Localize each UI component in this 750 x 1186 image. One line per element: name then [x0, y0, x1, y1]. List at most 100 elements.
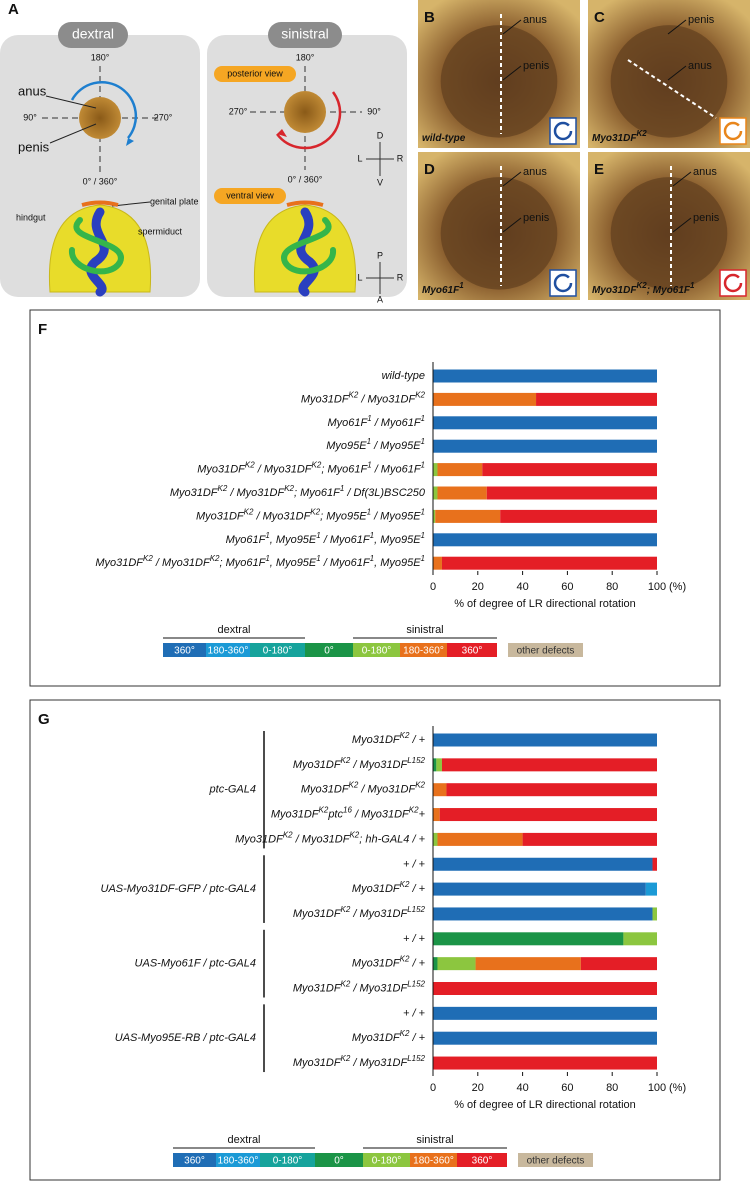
- view-label: ventral view: [226, 190, 274, 200]
- label: Myo61F1: [422, 281, 464, 296]
- icon-arc: [723, 121, 743, 141]
- bar-segment: [433, 982, 657, 995]
- angle-label: 180°: [296, 52, 315, 62]
- label-part: 1: [421, 554, 425, 563]
- photo-label: penis: [523, 60, 550, 72]
- bar-segment: [580, 957, 657, 971]
- icon-arc: [553, 273, 573, 293]
- pointer: [502, 217, 522, 233]
- x-tick-label: 40: [516, 581, 528, 593]
- sinistral-panel: sinistral posterior view 180° 270° 90° 0…: [207, 22, 407, 304]
- label-part: / Df(3L)BSC250: [344, 487, 426, 499]
- bar-segment: [623, 932, 657, 946]
- legend-swatch: [250, 643, 305, 657]
- bar-segment: [439, 808, 657, 822]
- pointer: [502, 65, 522, 81]
- label-part: Myo31DF: [235, 833, 284, 845]
- pointer: [502, 19, 522, 35]
- legend-label: other defects: [517, 646, 575, 657]
- label-part: / Myo61F: [372, 464, 422, 476]
- bar-segment: [433, 932, 624, 946]
- photo-label: anus: [523, 166, 547, 178]
- compass-label: D: [377, 130, 384, 140]
- legend-label: 360°: [472, 1156, 493, 1167]
- bar-segment: [433, 1056, 657, 1070]
- label-part: / Myo31DF: [227, 487, 285, 499]
- x-tick-label: 0: [430, 1082, 436, 1094]
- bar-segment: [433, 1031, 657, 1045]
- label: Myo31DFK2 / Myo31DFL152: [293, 755, 426, 770]
- bar-segment: [433, 783, 447, 797]
- legend-swatch: [315, 1153, 363, 1167]
- label-part: + / +: [403, 933, 426, 945]
- group-label: ptc-GAL4: [209, 784, 256, 796]
- label-part: ; Myo95E: [320, 510, 367, 522]
- compass-label: A: [377, 294, 383, 304]
- label-part: / Myo31DF: [350, 908, 408, 920]
- legend-label: 360°: [184, 1156, 205, 1167]
- label-part: L152: [407, 905, 425, 914]
- label: Myo31DFK2ptc16 / Myo31DFK2+: [271, 805, 426, 820]
- label: Myo31DFK2 / Myo31DFL152: [293, 905, 426, 920]
- organ-label: spermiduct: [138, 226, 183, 236]
- bar-segment: [652, 857, 657, 871]
- label: Myo31DFK2 / +: [352, 1029, 426, 1044]
- label-part: / Myo61F: [321, 534, 371, 546]
- label-part: ; Myo61F: [321, 464, 368, 476]
- genitalia: [440, 25, 558, 138]
- legend-label: 0°: [324, 646, 334, 657]
- panel-letter: F: [38, 321, 47, 338]
- label-part: 1: [265, 530, 269, 539]
- label-part: K2: [349, 830, 359, 839]
- bar-segment: [482, 463, 657, 477]
- dextral-panel: dextral 180° 90° 270° 0° / 360° anus pen…: [0, 22, 200, 297]
- label: Myo31DFK2 / +: [352, 954, 426, 969]
- label-part: / Myo31DF: [358, 784, 416, 796]
- label-part: / +: [409, 883, 425, 895]
- x-unit: (%): [669, 1082, 686, 1094]
- legend-label: 180-360°: [218, 1156, 259, 1167]
- label-part: Myo31DF: [592, 133, 637, 144]
- legend-swatch: [163, 643, 206, 657]
- label-part: , Myo95E: [270, 557, 317, 569]
- label-part: K2: [341, 755, 351, 764]
- label: Myo61F1, Myo95E1 / Myo61F1, Myo95E1: [226, 530, 425, 545]
- legend-label: 180-360°: [403, 646, 444, 657]
- label-part: ; Myo61F: [647, 285, 691, 296]
- label-part: 1: [316, 530, 320, 539]
- label-part: K2: [341, 979, 351, 988]
- photo-label: anus: [693, 166, 717, 178]
- label-part: L152: [407, 1054, 425, 1063]
- x-tick-label: 20: [472, 581, 484, 593]
- bar-segment: [433, 957, 438, 971]
- label-part: Myo31DF: [352, 1032, 401, 1044]
- bar-segment: [433, 369, 657, 383]
- label-part: 1: [421, 460, 425, 469]
- legend-swatch: [400, 643, 447, 657]
- panel-letter: D: [424, 161, 435, 178]
- compass-label: R: [397, 272, 404, 282]
- legend-swatch: [518, 1153, 593, 1167]
- label-part: 1: [367, 413, 371, 422]
- legend-label: 0-180°: [362, 646, 392, 657]
- label: Myo31DFK2 / Myo31DFK2; Myo61F1 / Myo61F1: [197, 460, 425, 475]
- x-axis-title: % of degree of LR directional rotation: [454, 1099, 636, 1111]
- label-part: Myo31DF: [352, 958, 401, 970]
- label: + / +: [403, 1007, 426, 1019]
- label-part: + / +: [403, 1007, 426, 1019]
- label-part: 1: [421, 413, 425, 422]
- legend-label: 0°: [334, 1156, 344, 1167]
- bar-segment: [437, 957, 476, 971]
- bar-segment: [433, 392, 537, 406]
- label-part: K2: [349, 390, 359, 399]
- panel-letter: G: [38, 711, 50, 728]
- label: Myo31DFK2 / Myo31DFL152: [293, 1054, 426, 1069]
- legend-label: 0-180°: [263, 646, 293, 657]
- label-part: , Myo95E: [270, 534, 317, 546]
- label-part: ptc: [327, 808, 343, 820]
- label: Myo31DFK2 / Myo31DFK2; Myo95E1 / Myo95E1: [196, 507, 425, 522]
- compass-label: L: [357, 153, 362, 163]
- label-part: 1: [459, 281, 464, 290]
- label: Myo31DFK2 / Myo31DFK2; hh-GAL4 / +: [235, 830, 425, 845]
